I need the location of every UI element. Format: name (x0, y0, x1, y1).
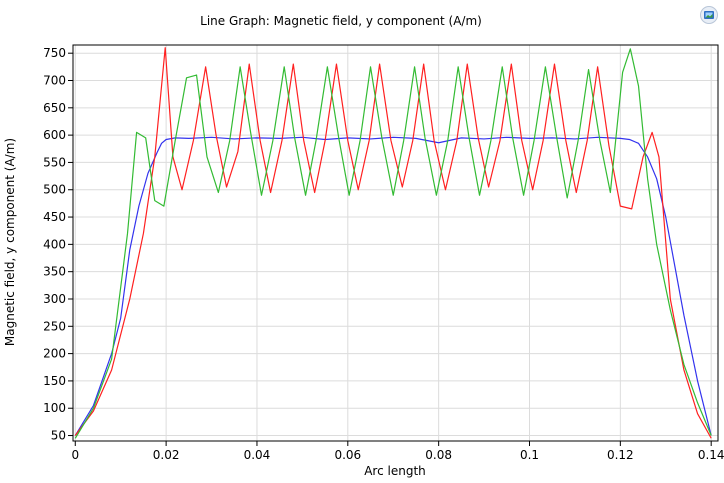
y-tick-label: 200 (43, 347, 66, 361)
x-tick-label: 0.06 (334, 448, 361, 462)
x-tick-label: 0.1 (520, 448, 539, 462)
x-tick-label: 0.08 (425, 448, 452, 462)
axis-ticks: 0 0.02 0.04 0.06 0.08 0.1 0.12 0.14 50 100 150 200 2… (43, 46, 724, 462)
y-tick-label: 450 (43, 210, 66, 224)
data-series (74, 47, 712, 439)
y-tick-label: 250 (43, 319, 66, 333)
y-tick-label: 500 (43, 183, 66, 197)
y-tick-label: 750 (43, 46, 66, 60)
y-tick-label: 50 (51, 429, 66, 443)
y-tick-label: 350 (43, 265, 66, 279)
x-tick-label: 0 (71, 448, 79, 462)
y-tick-label: 650 (43, 101, 66, 115)
x-tick-label: 0.04 (244, 448, 271, 462)
x-tick-label: 0.12 (607, 448, 634, 462)
y-tick-label: 100 (43, 401, 66, 415)
x-tick-label: 0.14 (698, 448, 724, 462)
series-line-2 (74, 47, 712, 439)
y-tick-label: 550 (43, 155, 66, 169)
x-tick-label: 0.02 (153, 448, 180, 462)
y-tick-label: 700 (43, 74, 66, 88)
y-axis-label: Magnetic field, y component (A/m) (3, 138, 17, 346)
grid-lines (73, 45, 718, 441)
series-line-3 (74, 48, 712, 439)
y-tick-label: 600 (43, 128, 66, 142)
y-tick-label: 400 (43, 237, 66, 251)
y-tick-label: 300 (43, 292, 66, 306)
y-tick-label: 150 (43, 374, 66, 388)
chart-title: Line Graph: Magnetic field, y component … (200, 14, 482, 28)
image-export-icon[interactable] (700, 6, 718, 24)
x-axis-label: Arc length (364, 464, 426, 478)
plot-frame (72, 44, 719, 442)
